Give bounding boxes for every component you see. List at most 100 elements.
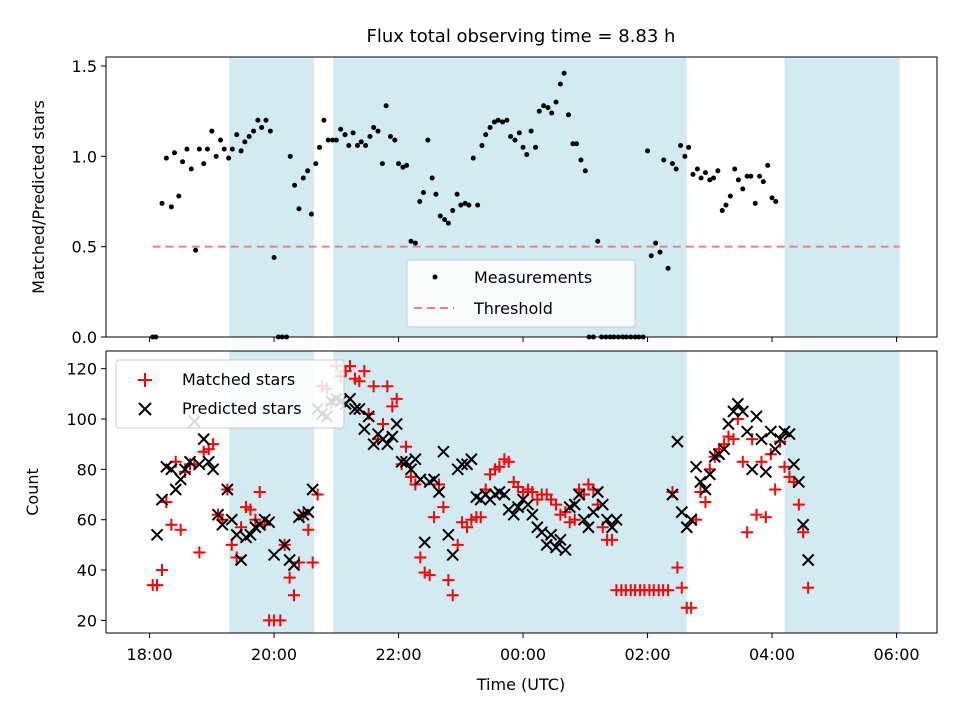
- x-stroke-b: [442, 528, 455, 542]
- measurement-point: [732, 166, 738, 172]
- x-stroke-b: [230, 528, 243, 542]
- matched-star-point: [306, 556, 319, 569]
- measurement-point: [296, 206, 302, 212]
- matched-star-point: [230, 551, 243, 564]
- x-stroke-b: [796, 518, 810, 531]
- measurement-point: [760, 179, 766, 185]
- measurement-point: [665, 265, 671, 271]
- measurement-point: [313, 161, 319, 167]
- predicted-star-point: [554, 533, 567, 547]
- matched-star-point: [244, 503, 257, 516]
- x-stroke-b: [755, 432, 768, 446]
- x-ticks-bottom: 18:00 20:00 22:00 00:00 02:00 04:00 06:00: [127, 633, 920, 664]
- x-stroke-b: [437, 445, 450, 458]
- measurement-point: [425, 137, 431, 143]
- measurement-point: [483, 132, 489, 138]
- x-tick-label: 20:00: [251, 645, 297, 664]
- predicted-star-point: [409, 453, 422, 466]
- x-stroke-b: [727, 405, 740, 418]
- predicted-star-point: [386, 430, 399, 443]
- x-stroke-b: [225, 513, 238, 526]
- measurement-point: [686, 144, 692, 150]
- measurement-point: [715, 168, 721, 174]
- x-stroke-b: [778, 425, 791, 438]
- measurement-point: [648, 253, 654, 259]
- x-stroke-b: [446, 548, 459, 562]
- legend-top: Measurements Threshold: [406, 259, 636, 328]
- measurement-point: [694, 166, 700, 172]
- matched-star-point: [587, 483, 600, 496]
- x-stroke-b: [554, 533, 567, 547]
- x-stroke-b: [511, 500, 525, 514]
- predicted-star-point: [783, 427, 796, 441]
- legend-box-bottom: [115, 359, 345, 429]
- predicted-star-point: [699, 483, 712, 496]
- predicted-star-point: [302, 505, 315, 519]
- matched-star-point: [353, 375, 366, 388]
- y-tick-label: 20: [77, 611, 97, 630]
- matched-star-point: [750, 508, 763, 521]
- panel-ratio: 0.0 0.5 1.0 1.5 Matched/Predicted stars Mea…: [29, 56, 938, 347]
- x-stroke-b: [278, 538, 291, 552]
- predicted-star-point: [572, 488, 586, 501]
- predicted-star-point: [755, 432, 768, 446]
- x-stroke-b: [745, 463, 759, 476]
- x-stroke-b: [526, 508, 539, 521]
- chart-title: Flux total observing time = 8.83 h: [367, 26, 676, 47]
- measurement-point: [711, 175, 717, 181]
- matched-star-point: [405, 470, 418, 483]
- x-tick-label: 06:00: [873, 645, 919, 664]
- measurement-point: [159, 200, 165, 206]
- predicted-star-point: [605, 521, 619, 534]
- predicted-star-point: [587, 505, 600, 519]
- predicted-star-point: [287, 558, 301, 572]
- predicted-star-point: [432, 485, 446, 499]
- measurement-point: [412, 240, 418, 246]
- predicted-star-point: [446, 548, 459, 562]
- legend-label-matched: Matched stars: [182, 370, 295, 389]
- measurement-point: [536, 108, 542, 114]
- predicted-star-point: [671, 435, 684, 448]
- x-stroke-b: [591, 485, 604, 499]
- measurement-point: [466, 202, 472, 208]
- predicted-star-point: [437, 445, 450, 458]
- x-stroke-b: [610, 513, 623, 526]
- x-stroke-b: [267, 548, 281, 562]
- measurement-point: [184, 146, 190, 152]
- predicted-star-point: [165, 463, 178, 476]
- x-stroke-b: [596, 498, 609, 511]
- matched-star-point: [390, 392, 403, 405]
- x-stroke-b: [689, 460, 703, 474]
- matched-star-point: [442, 574, 455, 587]
- predicted-star-point: [787, 458, 801, 471]
- y-ticks-top: 0.0 0.5 1.0 1.5: [72, 57, 106, 347]
- predicted-star-point: [178, 463, 192, 476]
- measurement-point: [520, 144, 526, 150]
- x-stroke-b: [731, 397, 745, 411]
- matched-star-point: [428, 511, 441, 524]
- predicted-star-point: [731, 397, 745, 411]
- measurement-point: [342, 132, 348, 138]
- predicted-star-point: [395, 455, 408, 468]
- measurement-point: [358, 139, 364, 145]
- matched-star-point: [446, 589, 459, 602]
- predicted-star-point: [801, 553, 815, 567]
- legend-label-measurements: Measurements: [474, 268, 592, 287]
- matched-star-point: [193, 546, 206, 559]
- measurement-point: [317, 144, 323, 150]
- measurement-point: [259, 124, 265, 130]
- matched-star-point: [493, 460, 506, 473]
- predicted-star-point: [455, 458, 469, 471]
- matched-star-point: [694, 486, 707, 498]
- predicted-star-point: [418, 536, 431, 549]
- x-ticks-top: [149, 337, 898, 342]
- x-stroke-b: [768, 442, 782, 456]
- legend-marker-predicted: [138, 402, 152, 416]
- y-axis-label-bottom: Count: [23, 468, 42, 516]
- matched-star-point: [253, 486, 266, 498]
- y-tick-label: 80: [77, 460, 97, 479]
- measurement-point: [541, 103, 547, 109]
- x-stroke-b: [787, 458, 801, 471]
- predicted-star-point: [234, 553, 248, 567]
